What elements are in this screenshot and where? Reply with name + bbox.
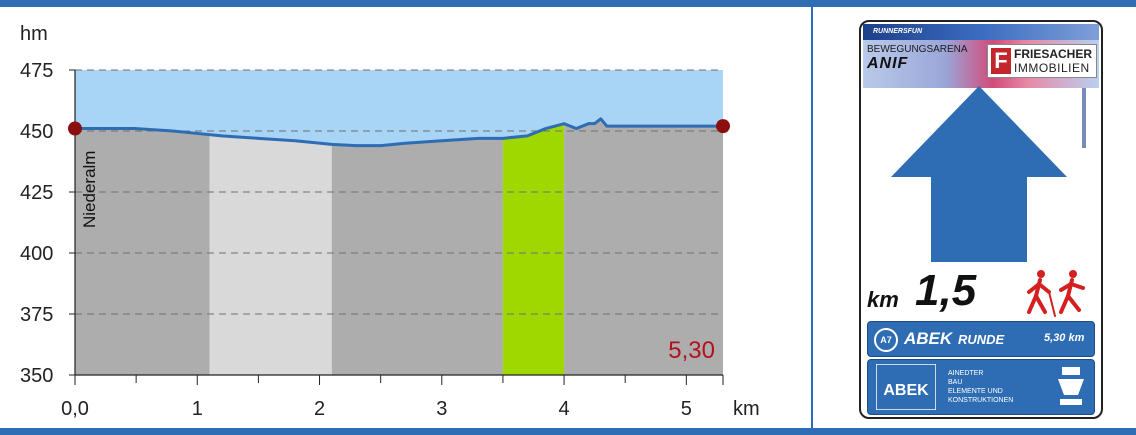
panel-divider <box>811 7 813 428</box>
y-tick-label: 400 <box>20 243 53 265</box>
abek-sponsor-panel: ABEK AINEDTER BAU ELEMENTE UND KONSTRUKT… <box>867 359 1095 415</box>
elevation-profile-chart: 350 375 400 425 450 475 0,0 1 2 3 4 5 hm km Niedera… <box>20 23 760 420</box>
runnersfun-brand: RUNNERSFUN <box>863 24 1099 40</box>
arena-title: BEWEGUNGSARENA <box>867 44 968 55</box>
x-tick-label: 5 <box>681 398 692 420</box>
route-bands <box>75 118 723 375</box>
elevation-profile-line <box>75 117 723 148</box>
end-marker <box>716 119 730 134</box>
axes <box>69 69 724 385</box>
y-axis-unit-label: hm <box>20 23 48 45</box>
sponsor-subtitle: IMMOBILIEN <box>1014 61 1090 75</box>
abek-line-4: KONSTRUKTIONEN <box>948 397 1014 404</box>
km-marker-value: 1,5 <box>915 266 977 315</box>
sponsor-name: FRIESACHER <box>1014 47 1093 61</box>
sponsor-logo-icon: F <box>991 48 1011 74</box>
route-badge-icon: A7 <box>874 328 898 352</box>
route-band-4 <box>564 118 723 375</box>
route-info-panel: A7 ABEK RUNDE 5,30 km <box>867 321 1095 357</box>
frame-top-border <box>0 0 1136 7</box>
abek-line-1: AINEDTER <box>948 370 984 377</box>
abek-company-text: AINEDTER BAU ELEMENTE UND KONSTRUKTIONEN <box>948 369 1048 405</box>
sign-header: RUNNERSFUN BEWEGUNGSARENA ANIF F FRIESAC… <box>863 24 1099 90</box>
x-tick-label: 1 <box>192 398 203 420</box>
x-tick-label: 4 <box>558 398 569 420</box>
side-brand-icon <box>1082 88 1086 148</box>
elevation-line <box>75 117 723 148</box>
route-distance: 5,30 km <box>1044 332 1085 344</box>
route-band-3 <box>502 118 565 375</box>
crest-emblem-icon <box>1058 367 1084 405</box>
route-band-2 <box>331 118 503 375</box>
abek-line-2: BAU <box>948 379 963 386</box>
y-tick-label: 425 <box>20 182 53 204</box>
y-tick-label: 375 <box>20 304 53 326</box>
route-band-0 <box>75 118 210 375</box>
route-name-suffix: RUNDE <box>958 332 1005 347</box>
abek-line-3: ELEMENTE UND <box>948 388 1003 395</box>
y-tick-label: 350 <box>20 365 53 387</box>
tick-labels: 350 375 400 425 450 475 0,0 1 2 3 4 5 <box>20 60 692 420</box>
start-marker <box>68 121 82 136</box>
sky-area <box>75 70 723 146</box>
total-distance-label: 5,30 <box>668 337 715 364</box>
abek-logo-icon: ABEK <box>876 364 936 410</box>
sponsor-logo-box: F FRIESACHER IMMOBILIEN <box>987 44 1097 78</box>
x-tick-label: 2 <box>314 398 325 420</box>
start-location-label: Niederalm <box>80 151 99 228</box>
km-unit-label: km <box>867 287 899 312</box>
arena-location: ANIF <box>867 55 909 72</box>
nordic-walkers-icon <box>1027 270 1085 317</box>
y-tick-label: 475 <box>20 60 53 82</box>
x-tick-label: 0,0 <box>61 398 89 420</box>
route-band-1 <box>209 118 332 375</box>
end-markers <box>68 119 730 136</box>
sky-fill <box>75 70 723 146</box>
x-tick-label: 3 <box>436 398 447 420</box>
x-axis-unit-label: km <box>733 398 760 420</box>
band-group <box>75 118 723 375</box>
trail-sign: RUNNERSFUN BEWEGUNGSARENA ANIF F FRIESAC… <box>859 20 1103 419</box>
route-name: ABEK <box>904 329 953 348</box>
direction-arrow-icon <box>891 86 1067 262</box>
abek-logo-text: ABEK <box>883 382 929 399</box>
y-tick-label: 450 <box>20 121 53 143</box>
frame-bottom-border <box>0 428 1136 435</box>
